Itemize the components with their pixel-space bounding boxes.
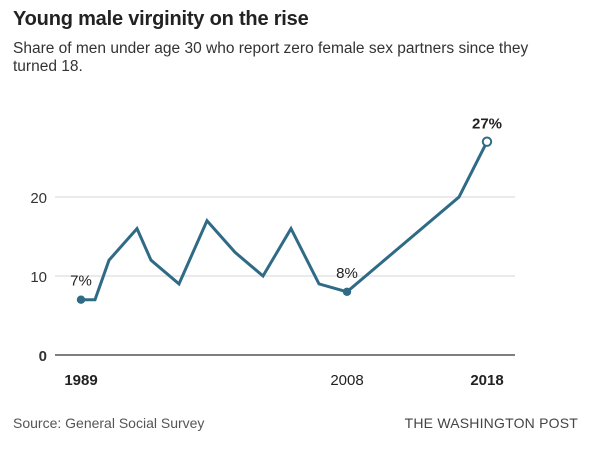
x-tick-label: 2018: [470, 372, 503, 389]
data-point-marker: [481, 136, 493, 147]
x-tick-label: 1989: [64, 372, 97, 389]
data-label: 7%: [70, 273, 92, 290]
series-line: [81, 141, 489, 302]
data-label: 27%: [472, 116, 502, 133]
chart-title: Young male virginity on the rise: [13, 8, 309, 30]
data-label: 8%: [336, 265, 358, 282]
y-tick-label: 0: [39, 348, 47, 365]
data-point-marker: [76, 295, 86, 304]
chart-subtitle: Share of men under age 30 who report zer…: [13, 40, 529, 75]
y-tick-label: 10: [30, 269, 47, 286]
y-tick-label: 20: [30, 190, 47, 207]
publisher-credit: THE WASHINGTON POST: [404, 415, 578, 431]
source-note: Source: General Social Survey: [13, 415, 205, 431]
x-tick-label: 2008: [330, 372, 363, 389]
data-point-marker: [342, 287, 352, 296]
